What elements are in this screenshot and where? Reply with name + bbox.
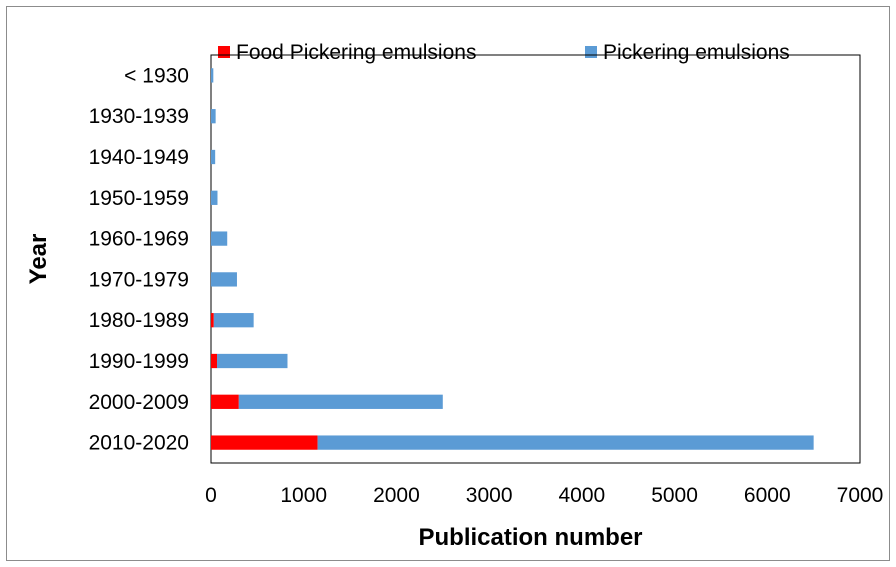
- y-tick-label: 1980-1989: [89, 309, 189, 332]
- x-axis-title: Publication number: [418, 524, 642, 551]
- x-tick-label: 6000: [744, 484, 791, 507]
- bars: [211, 68, 814, 450]
- bar-pickering-7: [213, 313, 254, 328]
- x-tick-label: 1000: [280, 484, 327, 507]
- y-tick-label: 1990-1999: [89, 350, 189, 373]
- legend-label: Pickering emulsions: [603, 41, 790, 64]
- bar-pickering-8: [217, 353, 288, 369]
- bar-pickering-10: [317, 435, 814, 450]
- x-axis-tick-labels: 0 1000 2000 3000 4000 5000 6000 7000: [205, 484, 883, 507]
- bar-pickering-9: [238, 394, 443, 409]
- y-tick-label: < 1930: [124, 64, 189, 87]
- chart-frame: [6, 6, 890, 561]
- y-tick-label: 2000-2009: [89, 391, 189, 414]
- x-tick-label: 4000: [558, 484, 605, 507]
- y-axis-tick-labels: < 1930 1930-1939 1940-1949 1950-1959 1960-19…: [89, 64, 189, 454]
- x-tick-label: 0: [205, 484, 217, 507]
- plot-area: [210, 54, 861, 464]
- legend: Food Pickering emulsions Pickering emulsi…: [218, 41, 790, 64]
- legend-swatch: [585, 46, 597, 58]
- bar-food-pickering-7: [211, 313, 214, 328]
- bar-pickering-2: [211, 109, 216, 124]
- bar-food-pickering-10: [211, 435, 318, 450]
- y-tick-label: 1970-1979: [89, 268, 189, 291]
- legend-swatch: [218, 46, 230, 58]
- y-tick-label: 1960-1969: [89, 228, 189, 251]
- bar-food-pickering-9: [211, 394, 239, 409]
- x-tick-label: 5000: [651, 484, 698, 507]
- x-tick-label: 3000: [466, 484, 513, 507]
- bar-pickering-5: [211, 231, 228, 246]
- y-tick-label: 1940-1949: [89, 146, 189, 169]
- y-axis-title: Year: [25, 234, 52, 285]
- y-tick-label: 1950-1959: [89, 187, 189, 210]
- bar-pickering-6: [211, 272, 237, 287]
- legend-label: Food Pickering emulsions: [236, 41, 476, 64]
- y-tick-label: 2010-2020: [89, 432, 189, 455]
- bar-pickering-1: [211, 68, 214, 83]
- y-tick-label: 1930-1939: [89, 105, 189, 128]
- x-tick-label: 2000: [373, 484, 420, 507]
- bar-pickering-3: [211, 149, 216, 165]
- bar-pickering-4: [211, 190, 218, 205]
- x-tick-label: 7000: [837, 484, 884, 507]
- bar-food-pickering-8: [211, 353, 218, 369]
